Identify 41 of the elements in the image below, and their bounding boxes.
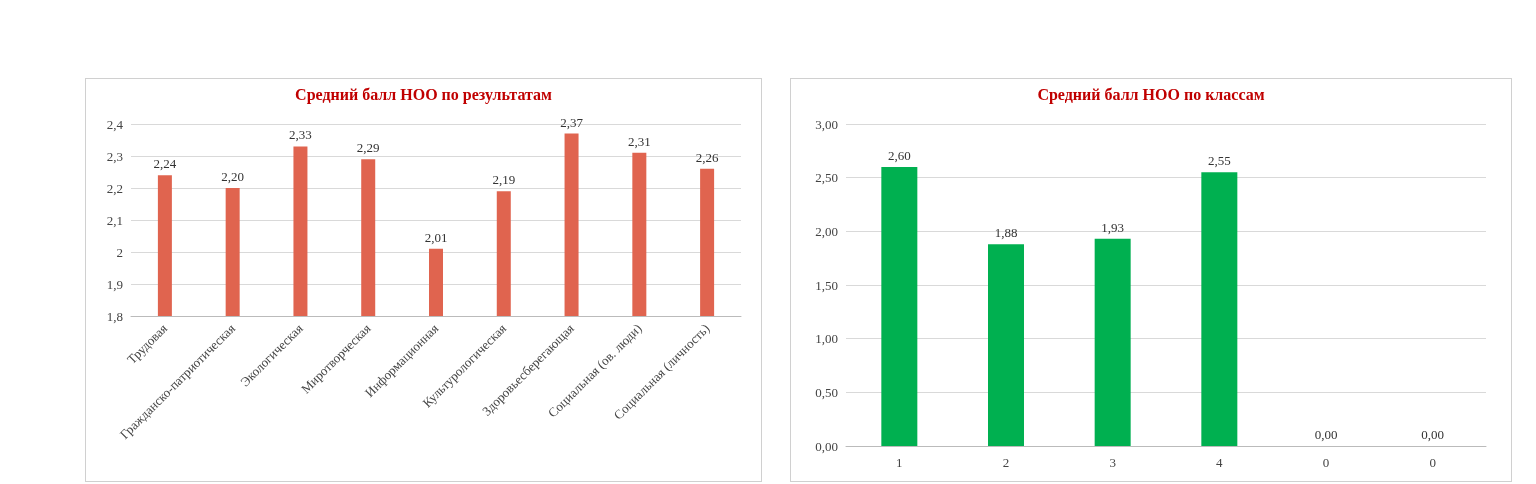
y-tick-label: 2,3 [106, 148, 123, 164]
y-tick-label: 1,00 [815, 331, 838, 347]
data-label: 2,29 [356, 140, 380, 156]
y-tick-label: 1,9 [106, 276, 123, 292]
data-label: 2,26 [695, 149, 719, 165]
data-label: 1,88 [994, 225, 1018, 241]
data-label: 2,20 [221, 169, 245, 184]
bar [1201, 172, 1238, 446]
data-label: 2,31 [627, 133, 651, 149]
data-label: 2,60 [887, 147, 911, 163]
y-tick-label: 2,50 [815, 170, 838, 186]
y-tick-label: 3,00 [815, 116, 838, 132]
y-tick-label: 2,1 [106, 212, 123, 228]
data-label: 2,24 [153, 156, 177, 172]
y-tick-label: 2 [116, 244, 123, 260]
chart-title: Средний балл НОО по классам [1037, 85, 1265, 104]
x-tick-label: 3 [1109, 455, 1116, 470]
x-tick-label: 4 [1216, 455, 1224, 470]
data-label: 2,37 [560, 114, 584, 130]
y-tick-label: 0,00 [815, 438, 838, 454]
y-tick-label: 2,2 [106, 180, 123, 196]
y-tick-label: 1,50 [815, 277, 838, 293]
data-label: 2,01 [424, 229, 448, 245]
data-label: 2,19 [492, 172, 516, 188]
bar [881, 166, 918, 446]
data-label: 2,55 [1207, 153, 1231, 169]
bar [1094, 238, 1131, 446]
x-tick-label: 0 [1322, 455, 1330, 470]
y-tick-label: 2,00 [815, 223, 838, 239]
data-label: 0,00 [1421, 427, 1445, 442]
x-tick-label: 2 [1002, 455, 1010, 470]
x-tick-label: 0 [1429, 455, 1436, 470]
x-tick-label: 1 [896, 455, 903, 470]
bar [988, 244, 1024, 446]
y-tick-label: 0,50 [815, 384, 838, 400]
y-tick-label: 2,4 [106, 116, 124, 132]
data-label: 1,93 [1101, 219, 1125, 235]
chart-title: Средний балл НОО по результатам [295, 85, 553, 104]
data-label: 0,00 [1314, 427, 1338, 442]
y-tick-label: 1,8 [106, 308, 123, 324]
data-label: 2,33 [289, 127, 312, 143]
